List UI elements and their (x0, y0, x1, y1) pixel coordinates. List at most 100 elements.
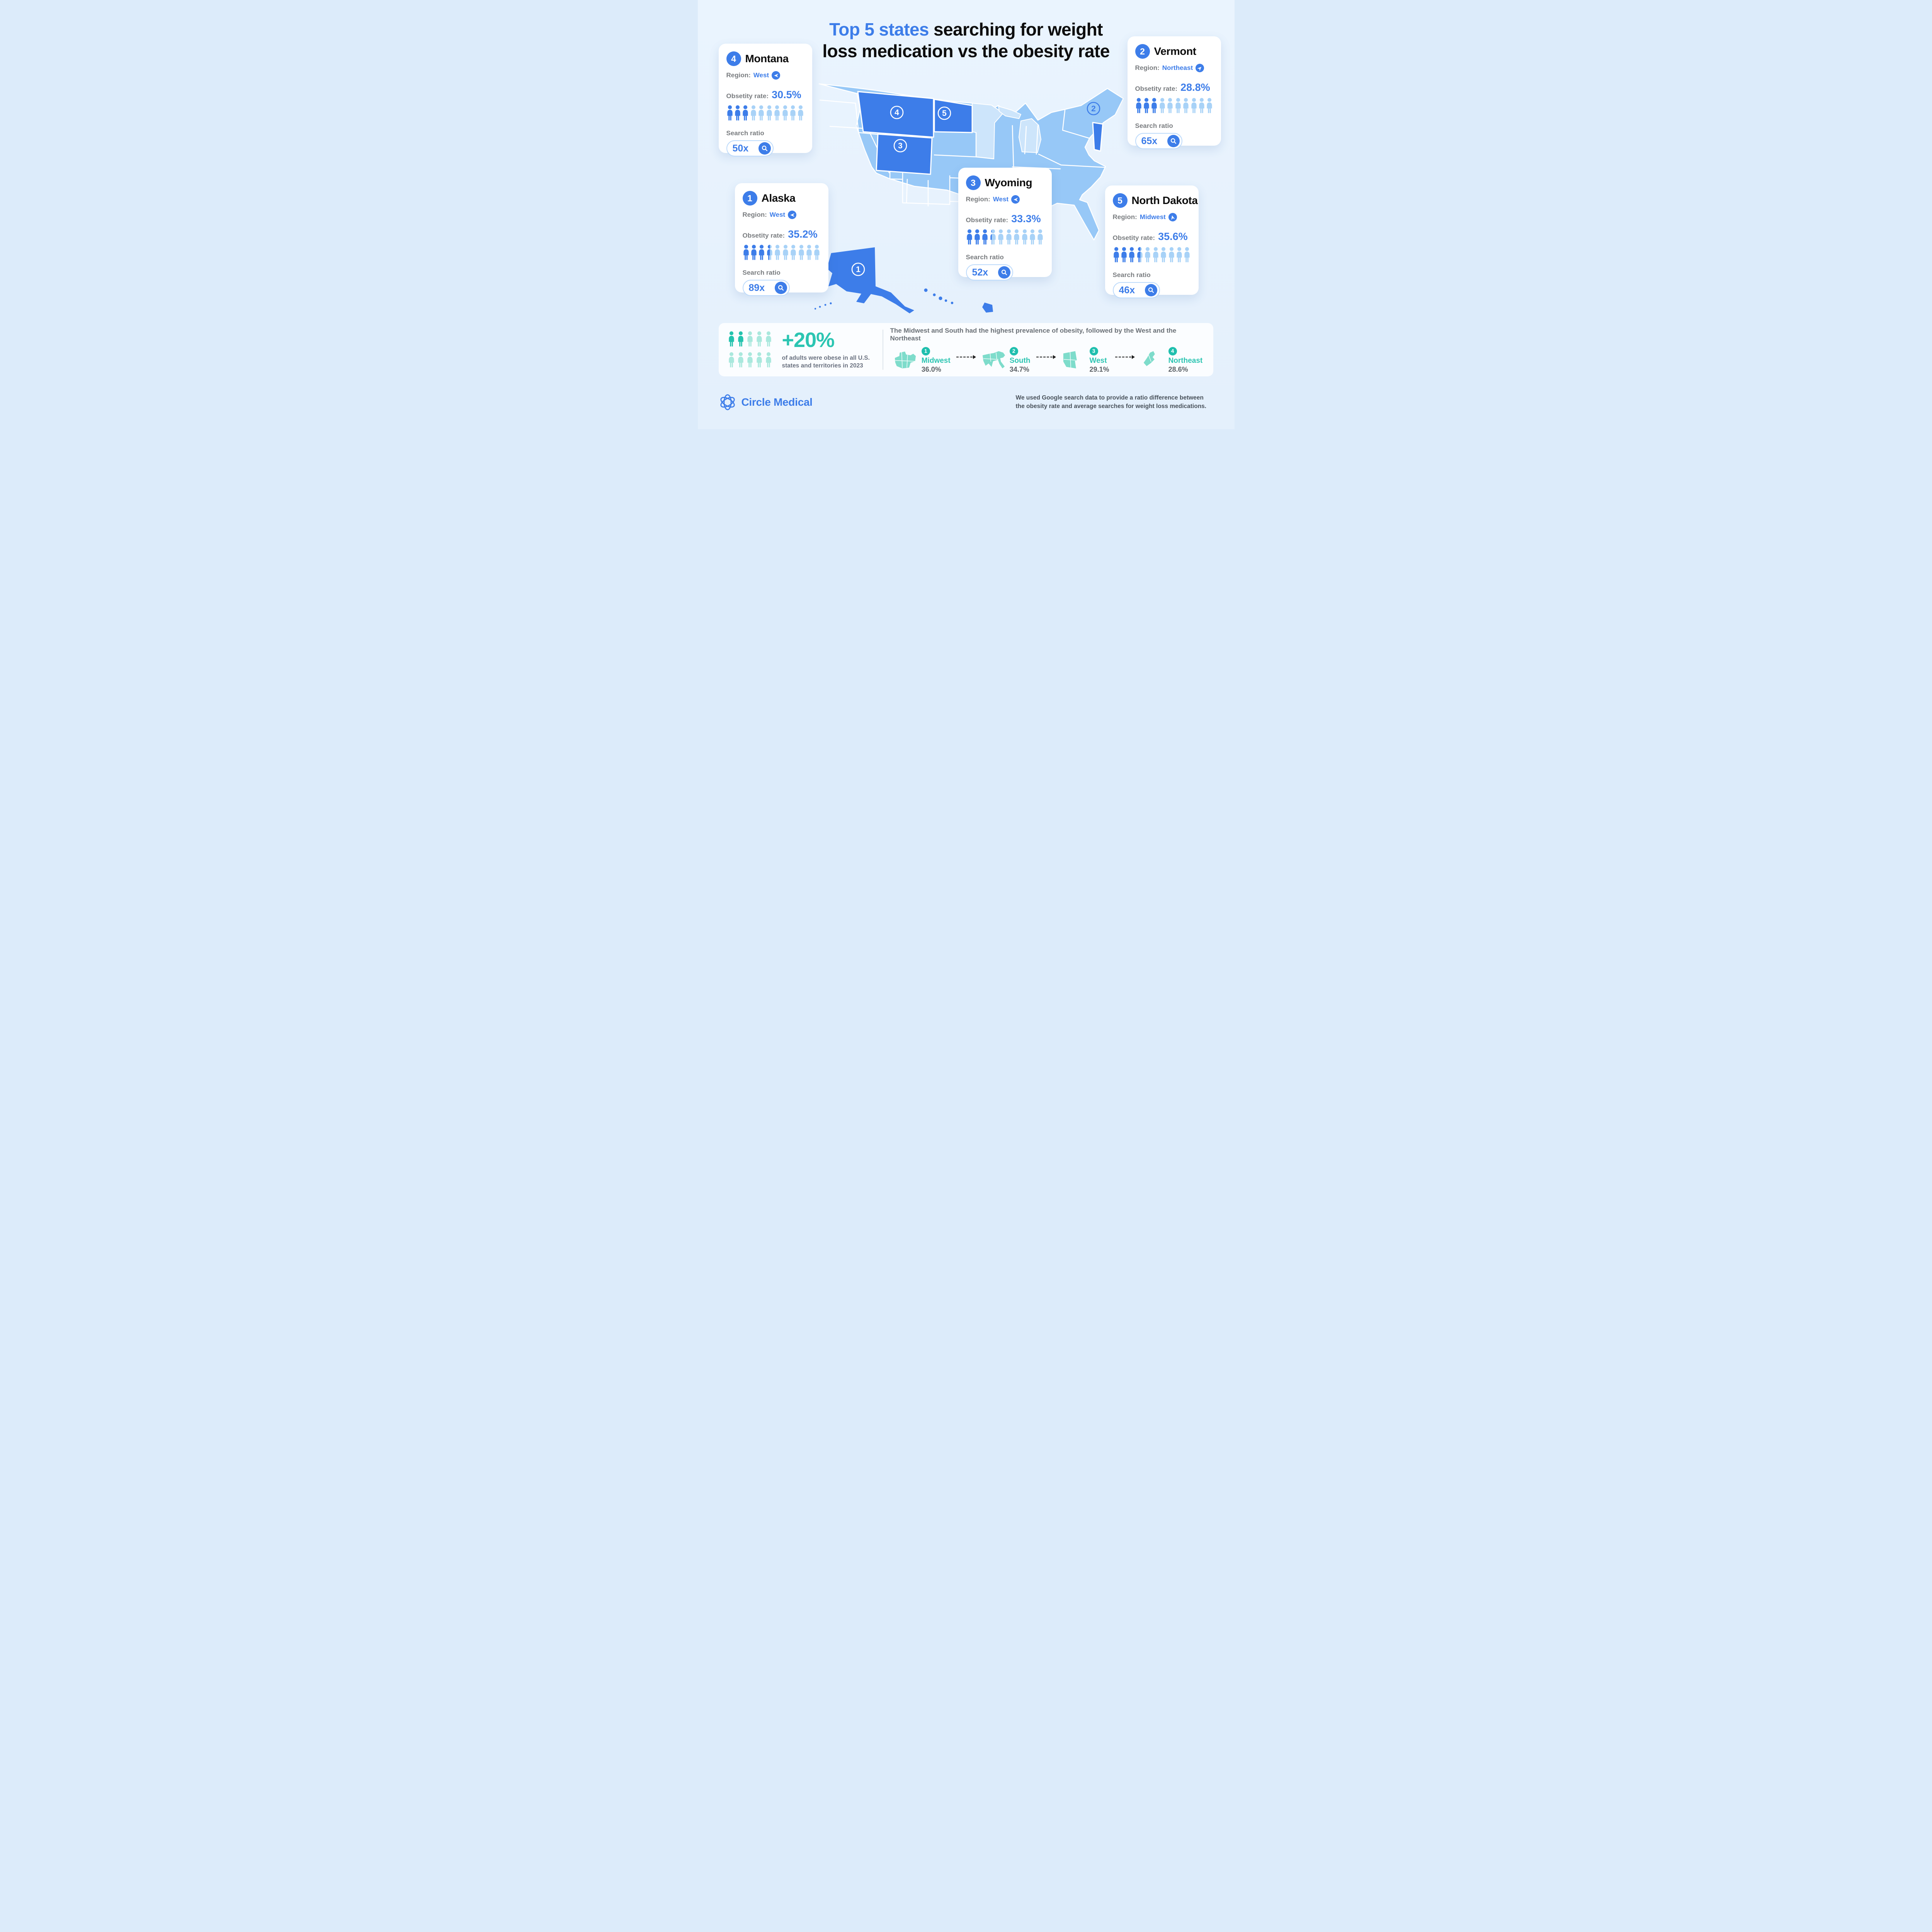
map-marker-wyoming: 3 (893, 139, 907, 153)
direction-northeast-icon (1196, 64, 1204, 72)
person-icon (765, 350, 772, 369)
state-card-north-dakota: 5 North Dakota Region: Midwest Obsetity … (1105, 185, 1199, 298)
magnifier-icon (1167, 135, 1180, 147)
person-icon (1159, 97, 1166, 114)
state-card-vermont: 2 Vermont Region: Northeast Obsetity rat… (1127, 36, 1221, 149)
obesity-rate-value: 30.5% (772, 89, 801, 100)
search-ratio-label: Search ratio (1112, 271, 1151, 279)
obesity-pictograph (1135, 97, 1213, 114)
person-icon (782, 244, 789, 260)
person-icon (747, 350, 753, 369)
person-icon (1151, 97, 1158, 114)
search-ratio-pill: 46x (1112, 282, 1160, 298)
person-icon (774, 244, 781, 260)
direction-midwest-icon (1168, 213, 1177, 221)
search-ratio-value: 89x (748, 282, 765, 293)
rank-badge: 3 (966, 175, 981, 190)
west-map-icon (1063, 351, 1077, 369)
person-icon (750, 105, 757, 121)
region-obesity-pct: 34.7% (1009, 366, 1029, 374)
search-ratio-value: 65x (1141, 135, 1158, 146)
person-icon (737, 330, 744, 348)
region-item-midwest: 1 Midwest 36.0% (894, 347, 951, 373)
search-ratio-pill: 50x (726, 140, 774, 156)
region-value: Northeast (1162, 64, 1193, 71)
search-ratio-pill: 89x (742, 280, 790, 296)
person-icon (1037, 229, 1044, 245)
obesity-rate-label: Obsetity rate: (1135, 85, 1178, 92)
brand-name: Circle Medical (741, 396, 813, 408)
person-icon (1206, 97, 1213, 114)
region-label: Region: (966, 196, 990, 203)
map-marker-north-dakota: 5 (937, 106, 951, 120)
rank-badge: 5 (1112, 193, 1128, 208)
person-icon (981, 229, 988, 245)
summary-band: +20% of adults were obese in all U.S. st… (718, 323, 1213, 376)
svg-text:5: 5 (942, 109, 947, 118)
page-title: Top 5 states searching for weight loss m… (698, 19, 1235, 62)
person-icon (790, 244, 797, 260)
state-name: North Dakota (1131, 194, 1198, 206)
magnifier-icon (774, 282, 787, 294)
obesity-rate-label: Obsetity rate: (966, 216, 1009, 224)
person-icon (1113, 247, 1120, 263)
south-map-icon (982, 351, 1005, 369)
region-label: Region: (726, 71, 751, 79)
state-vermont (1092, 122, 1103, 152)
northeast-map-icon (1143, 351, 1155, 366)
obesity-pictograph (966, 229, 1044, 245)
person-icon (1160, 247, 1167, 263)
person-icon (1121, 247, 1128, 263)
title-line2: loss medication vs the obesity rate (822, 41, 1110, 61)
person-icon (1013, 229, 1020, 245)
person-icon (774, 105, 781, 121)
obesity-rate-value: 35.2% (788, 228, 818, 240)
state-michigan (1018, 118, 1041, 153)
person-icon (766, 105, 773, 121)
person-icon (756, 330, 763, 348)
state-alaska (827, 247, 914, 313)
person-icon (1198, 97, 1205, 114)
state-michigan-up (998, 106, 1021, 119)
search-ratio-label: Search ratio (726, 129, 764, 137)
obesity-rate-value: 35.6% (1158, 231, 1188, 242)
person-icon (813, 244, 820, 260)
region-label: Region: (1135, 64, 1160, 71)
person-icon (997, 229, 1004, 245)
obesity-pictograph (1113, 247, 1191, 263)
map-marker-alaska: 1 (851, 262, 865, 276)
national-stat-block: +20% of adults were obese in all U.S. st… (719, 330, 883, 370)
state-wyoming (876, 133, 932, 175)
regional-ranking-block: The Midwest and South had the highest pr… (883, 326, 1213, 373)
region-label: Region: (1112, 213, 1137, 221)
footer: Circle Medical We used Google search dat… (719, 393, 1214, 411)
state-card-alaska: 1 Alaska Region: West Obsetity rate: 35.… (735, 183, 828, 296)
state-name: Alaska (761, 192, 796, 204)
state-card-montana: 4 Montana Region: West Obsetity rate: 30… (718, 44, 812, 156)
region-rank-badge: 3 (1089, 347, 1098, 355)
person-icon (1190, 97, 1197, 114)
person-icon (1143, 97, 1150, 114)
person-icon (806, 244, 813, 260)
person-icon (726, 105, 733, 121)
title-highlight: Top 5 states (829, 19, 929, 39)
person-icon (1167, 97, 1173, 114)
person-icon (1175, 97, 1182, 114)
person-icon (797, 105, 804, 121)
person-icon (1135, 97, 1142, 114)
svg-text:3: 3 (898, 141, 903, 150)
national-stat-value: +20% (782, 328, 835, 352)
person-icon (1182, 97, 1189, 114)
direction-west-icon (1011, 195, 1020, 204)
direction-west-icon (788, 211, 797, 219)
region-label: Region: (742, 211, 767, 218)
regional-headline: The Midwest and South had the highest pr… (890, 327, 1177, 342)
region-value: Midwest (1139, 213, 1166, 221)
state-hawaii (924, 288, 993, 313)
person-icon (1176, 247, 1183, 263)
magnifier-icon (758, 142, 771, 155)
search-ratio-label: Search ratio (966, 253, 1004, 261)
midwest-map-icon (895, 351, 916, 369)
region-obesity-pct: 29.1% (1089, 366, 1109, 374)
person-icon (789, 105, 796, 121)
